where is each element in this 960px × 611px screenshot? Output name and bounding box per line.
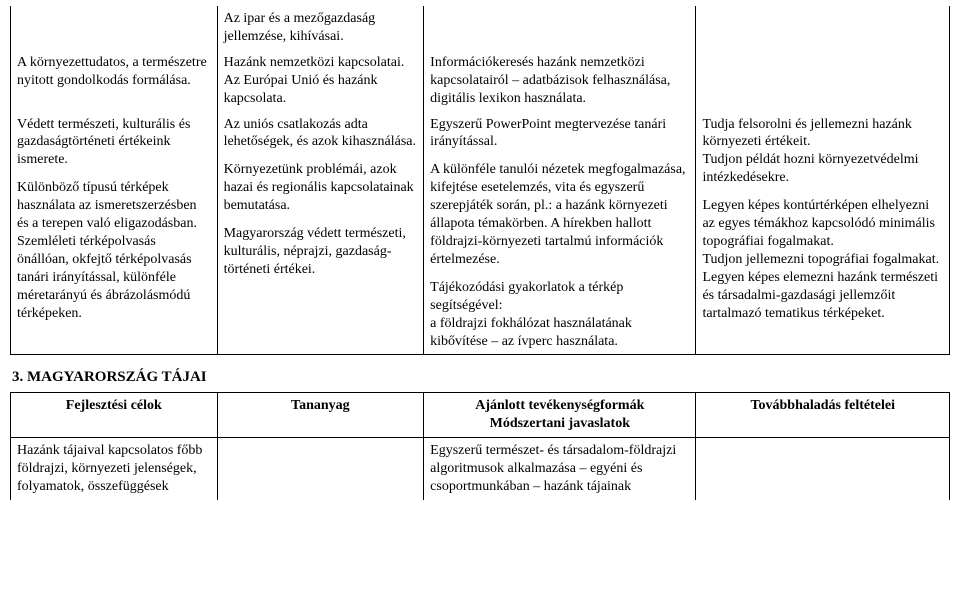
cell: Az ipar és a mezőgazdaság jellemzése, ki…: [217, 6, 424, 50]
paragraph: Védett természeti, kulturális és gazdasá…: [17, 116, 211, 170]
cell: Tudja felsorolni és jellemezni hazánk kö…: [696, 112, 950, 355]
cell: [11, 6, 218, 50]
paragraph: Az uniós csatlakozás adta lehetőségek, é…: [224, 116, 418, 152]
document-page: Az ipar és a mezőgazdaság jellemzése, ki…: [0, 0, 960, 500]
section-heading: 3. MAGYARORSZÁG TÁJAI: [10, 355, 950, 392]
cell: Hazánk tájaival kapcsolatos főbb földraj…: [11, 438, 218, 500]
paragraph: Legyen képes kontúrtérképen elhelyezni a…: [702, 197, 943, 322]
paragraph: A környezettudatos, a természetre nyitot…: [17, 54, 211, 90]
table-row: Hazánk tájaival kapcsolatos főbb földraj…: [11, 438, 950, 500]
table-header-row: Fejlesztési célok Tananyag Ajánlott tevé…: [11, 393, 950, 438]
cell: Védett természeti, kulturális és gazdasá…: [11, 112, 218, 355]
cell: [424, 6, 696, 50]
paragraph: A különféle tanulói nézetek megfogalmazá…: [430, 161, 689, 268]
col-header-goals: Fejlesztési célok: [11, 393, 218, 438]
curriculum-table-upper: Az ipar és a mezőgazdaság jellemzése, ki…: [10, 6, 950, 355]
paragraph: Tájékozódási gyakorlatok a térkép segíts…: [430, 279, 689, 351]
col-header-methods: Ajánlott tevékenységformákMódszertani ja…: [424, 393, 696, 438]
table-row: Védett természeti, kulturális és gazdasá…: [11, 112, 950, 355]
paragraph: Tudja felsorolni és jellemezni hazánk kö…: [702, 116, 943, 188]
paragraph: Környezetünk problémái, azok hazai és re…: [224, 161, 418, 215]
curriculum-table-lower: Fejlesztési célok Tananyag Ajánlott tevé…: [10, 392, 950, 500]
cell: Hazánk nemzetközi kapcsolatai. Az Európa…: [217, 50, 424, 112]
paragraph: Hazánk nemzetközi kapcsolatai. Az Európa…: [224, 54, 418, 108]
col-header-material: Tananyag: [217, 393, 424, 438]
paragraph: Egyszerű PowerPoint megtervezése tanári …: [430, 116, 689, 152]
cell: Információkeresés hazánk nemzetközi kapc…: [424, 50, 696, 112]
cell: Az uniós csatlakozás adta lehetőségek, é…: [217, 112, 424, 355]
paragraph: Információkeresés hazánk nemzetközi kapc…: [430, 54, 689, 108]
table-row: Az ipar és a mezőgazdaság jellemzése, ki…: [11, 6, 950, 50]
cell: Egyszerű PowerPoint megtervezése tanári …: [424, 112, 696, 355]
table-row: A környezettudatos, a természetre nyitot…: [11, 50, 950, 112]
cell: A környezettudatos, a természetre nyitot…: [11, 50, 218, 112]
cell: [696, 6, 950, 50]
cell: [696, 50, 950, 112]
col-header-progress: Továbbhaladás feltételei: [696, 393, 950, 438]
cell: Egyszerű természet- és társadalom-földra…: [424, 438, 696, 500]
paragraph: Különböző típusú térképek használata az …: [17, 179, 211, 322]
paragraph: Magyarország védett természeti, kulturál…: [224, 225, 418, 279]
cell: [696, 438, 950, 500]
cell: [217, 438, 424, 500]
